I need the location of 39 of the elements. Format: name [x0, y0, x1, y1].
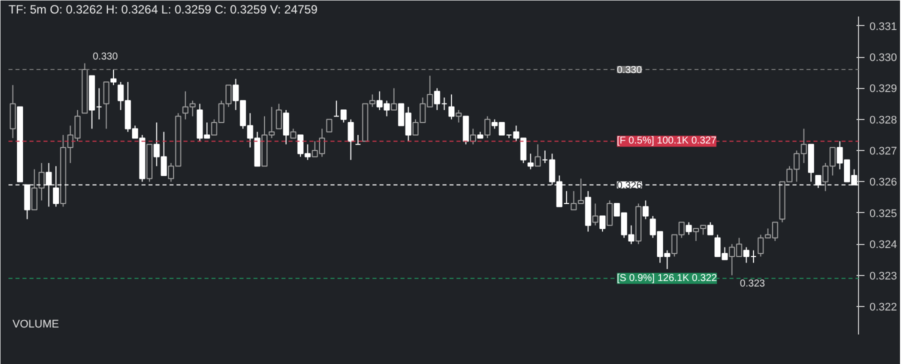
annotation: 0.330 — [92, 51, 118, 62]
y-tick-label: 0.324 — [870, 239, 898, 252]
candlestick — [110, 69, 117, 86]
candlestick — [534, 144, 541, 167]
y-tick-label: 0.327 — [870, 146, 898, 158]
y-tick-label: 0.328 — [870, 114, 898, 126]
ref-line-label: [S 0.9%] 126.1K 0.322 — [616, 272, 718, 284]
candlestick — [326, 118, 332, 132]
candlestick — [448, 94, 454, 120]
y-tick-label: 0.323 — [870, 270, 898, 282]
candlestick — [686, 222, 692, 236]
y-tick-label: 0.329 — [870, 83, 898, 96]
candlestick — [390, 88, 397, 111]
annotation: VOLUME — [12, 318, 59, 330]
y-tick-label: 0.326 — [870, 176, 898, 189]
candlestick — [707, 222, 714, 236]
chart-title: TF: 5m O: 0.3262 H: 0.3264 L: 0.3259 C: 0.3259 V: 24759 — [8, 2, 318, 16]
candlestick — [528, 153, 534, 170]
candlestick — [354, 134, 362, 145]
annotation: 0.323 — [740, 278, 766, 290]
candlestick — [592, 203, 598, 226]
candlestick — [348, 118, 354, 160]
candlestick — [456, 110, 462, 123]
candlestick — [283, 110, 290, 145]
candlestick — [441, 97, 448, 111]
candlestick — [642, 200, 649, 220]
y-tick-label: 0.322 — [870, 301, 898, 314]
candlestick — [606, 200, 613, 226]
ref-line-label: 0.326 — [616, 180, 642, 192]
candlestick — [276, 103, 282, 130]
candlestick — [103, 81, 110, 130]
y-tick-label: 0.331 — [870, 20, 898, 33]
candlestick — [599, 216, 606, 232]
candlestick — [290, 128, 296, 139]
candlestick — [484, 116, 490, 139]
y-tick-label: 0.330 — [870, 52, 898, 64]
y-tick-label: 0.325 — [870, 208, 898, 220]
ref-line-label: [F 0.5%] 100.1K 0.327 — [616, 136, 717, 147]
candlestick — [434, 88, 440, 111]
